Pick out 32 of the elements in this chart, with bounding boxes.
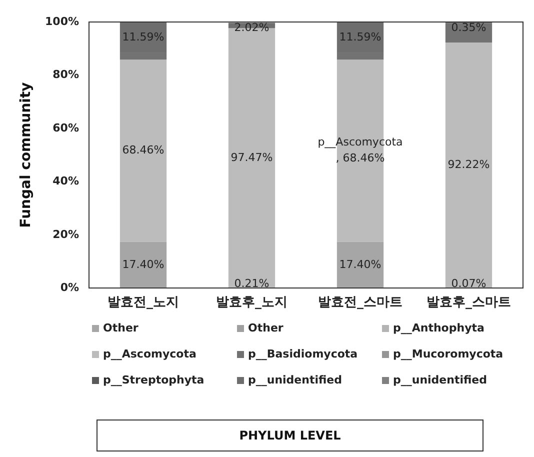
legend-label: p__unidentified — [248, 374, 342, 387]
legend-label: p__unidentified — [393, 374, 487, 387]
legend-label: Other — [103, 322, 139, 335]
y-tick-label: 60% — [52, 121, 79, 134]
legend-label: p__Anthophyta — [393, 322, 484, 335]
data-label: 17.40% — [122, 258, 164, 271]
text: PHYLUM LEVEL — [239, 428, 342, 442]
data-label: 97.47% — [230, 150, 273, 164]
data-label: 68.46% — [122, 144, 164, 157]
data-label: 92.22% — [448, 158, 490, 172]
legend-label: p__Streptophyta — [103, 374, 204, 387]
data-label: 0.07% — [451, 277, 486, 290]
legend-label: p__Mucoromycota — [393, 348, 504, 361]
x-tick-label: 발효후_노지 — [216, 295, 288, 310]
x-tick-label: 발효후_스마트 — [426, 295, 511, 310]
y-tick-label: 80% — [52, 68, 79, 82]
data-label: 0.21% — [234, 277, 270, 290]
y-tick-label: 100% — [45, 15, 79, 28]
data-label: 11.59% — [339, 30, 382, 44]
data-label: 11.59% — [122, 30, 164, 44]
y-tick-label: 20% — [52, 228, 79, 241]
y-axis-title: Fungal community — [18, 82, 34, 228]
y-tick-label: 40% — [52, 174, 79, 188]
data-label: 17.40% — [339, 258, 382, 271]
data-label: 0.35% — [451, 21, 486, 34]
y-tick-label: 0% — [60, 281, 79, 294]
x-tick-label: 발효전_스마트 — [318, 295, 402, 310]
legend-label: p__Basidiomycota — [248, 348, 358, 361]
legend-label: Other — [248, 322, 284, 335]
data-label: p__Ascomycota, 68.46% — [318, 136, 403, 165]
legend-label: p__Ascomycota — [103, 348, 196, 361]
x-tick-label: 발효전_노지 — [108, 295, 179, 310]
